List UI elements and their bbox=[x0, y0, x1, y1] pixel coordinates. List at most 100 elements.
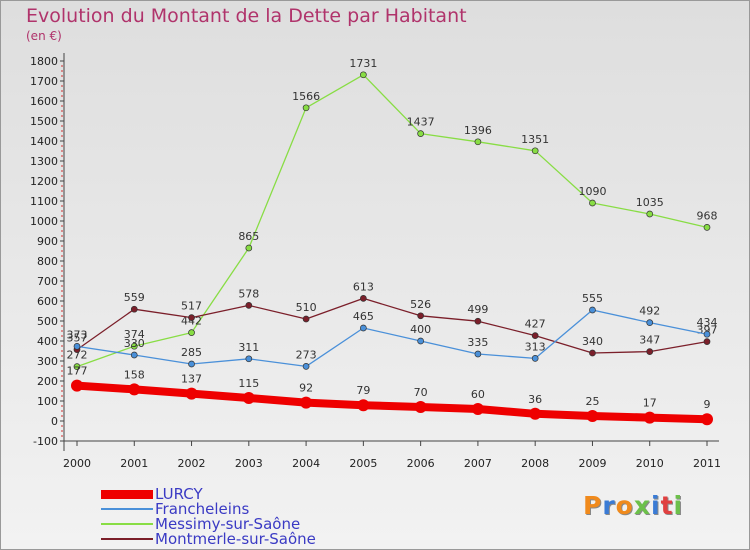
y-minor-tick bbox=[61, 190, 63, 192]
data-point bbox=[474, 138, 482, 146]
series-line bbox=[76, 309, 708, 368]
data-point bbox=[417, 312, 424, 320]
y-minor-tick bbox=[61, 185, 63, 187]
data-label: 578 bbox=[238, 287, 259, 300]
y-minor-tick bbox=[61, 165, 63, 167]
y-minor-tick bbox=[61, 270, 63, 272]
y-minor-tick bbox=[61, 225, 63, 227]
data-label: 559 bbox=[124, 291, 145, 304]
data-point bbox=[300, 396, 313, 409]
data-label: 517 bbox=[181, 300, 202, 313]
y-minor-tick bbox=[61, 210, 63, 212]
data-point bbox=[73, 363, 81, 370]
y-tick-label: 1800 bbox=[30, 55, 58, 68]
legend-label-lurcy: LURCY bbox=[155, 485, 203, 503]
y-tick-label: -100 bbox=[33, 435, 58, 448]
data-label: 434 bbox=[697, 316, 718, 329]
data-label: 1731 bbox=[349, 57, 377, 70]
y-tick-label: 1400 bbox=[30, 135, 58, 148]
y-minor-tick bbox=[61, 110, 63, 112]
data-point bbox=[646, 348, 654, 355]
data-label: 499 bbox=[467, 303, 488, 316]
legend-item-francheleins: Francheleins bbox=[101, 500, 250, 518]
y-minor-tick bbox=[61, 290, 63, 292]
y-minor-tick bbox=[61, 310, 63, 312]
data-point bbox=[589, 199, 596, 207]
legend-swatch-lurcy bbox=[101, 489, 153, 499]
x-tick-label: 2005 bbox=[349, 457, 377, 470]
y-minor-tick bbox=[61, 195, 63, 197]
data-point bbox=[360, 295, 367, 302]
data-label: 374 bbox=[124, 328, 145, 341]
data-label: 400 bbox=[410, 323, 431, 336]
x-tick-label: 2011 bbox=[693, 457, 721, 470]
data-point bbox=[128, 383, 141, 396]
y-minor-tick bbox=[61, 305, 63, 307]
data-label: 865 bbox=[238, 230, 259, 243]
data-label: 285 bbox=[181, 346, 202, 359]
data-point bbox=[531, 355, 539, 362]
data-label: 357 bbox=[67, 332, 88, 345]
data-point bbox=[531, 332, 539, 339]
data-label: 330 bbox=[124, 337, 145, 350]
data-point bbox=[589, 306, 596, 314]
data-point bbox=[302, 315, 310, 323]
y-minor-tick bbox=[61, 370, 63, 372]
legend-item-messimy: Messimy-sur-Saône bbox=[101, 515, 300, 533]
data-label: 1351 bbox=[521, 133, 549, 146]
y-minor-tick bbox=[61, 130, 63, 132]
y-tick-label: 100 bbox=[37, 395, 58, 408]
y-minor-tick bbox=[61, 205, 63, 207]
logo-letter: i bbox=[651, 491, 661, 520]
y-minor-tick bbox=[61, 350, 63, 352]
series-line bbox=[76, 297, 708, 354]
y-tick-label: 200 bbox=[37, 375, 58, 388]
y-minor-tick bbox=[61, 435, 63, 437]
y-tick-label: 1300 bbox=[30, 155, 58, 168]
y-tick-label: 1100 bbox=[30, 195, 58, 208]
data-point bbox=[245, 302, 253, 309]
data-label: 92 bbox=[299, 382, 313, 395]
y-tick-label: 300 bbox=[37, 355, 58, 368]
data-point bbox=[245, 355, 253, 363]
data-label: 555 bbox=[582, 292, 603, 305]
legend-label-montmerle: Montmerle-sur-Saône bbox=[155, 530, 316, 548]
data-label: 347 bbox=[639, 334, 660, 347]
y-tick-label: 1500 bbox=[30, 115, 58, 128]
legend-item-montmerle: Montmerle-sur-Saône bbox=[101, 530, 316, 548]
y-minor-tick bbox=[61, 215, 63, 217]
data-point bbox=[643, 411, 656, 424]
data-label: 177 bbox=[67, 365, 88, 378]
data-label: 313 bbox=[525, 340, 546, 353]
data-point bbox=[589, 349, 596, 357]
y-minor-tick bbox=[61, 365, 63, 367]
legend-swatch-montmerle bbox=[101, 538, 153, 540]
data-point bbox=[417, 337, 424, 345]
y-minor-tick bbox=[61, 385, 63, 387]
x-tick-label: 2008 bbox=[521, 457, 549, 470]
y-minor-tick bbox=[61, 325, 63, 327]
data-label: 137 bbox=[181, 373, 202, 386]
data-label: 526 bbox=[410, 298, 431, 311]
y-minor-tick bbox=[61, 125, 63, 127]
data-label: 1566 bbox=[292, 90, 320, 103]
y-tick-label: 900 bbox=[37, 235, 58, 248]
data-label: 968 bbox=[697, 209, 718, 222]
data-label: 335 bbox=[467, 336, 488, 349]
y-tick-label: 600 bbox=[37, 295, 58, 308]
data-label: 373 bbox=[67, 328, 88, 341]
data-label: 1396 bbox=[464, 124, 492, 137]
legend-label-francheleins: Francheleins bbox=[155, 500, 250, 518]
y-minor-tick bbox=[61, 345, 63, 347]
series-line bbox=[73, 381, 711, 424]
data-point bbox=[73, 343, 81, 350]
data-label: 60 bbox=[471, 388, 485, 401]
x-tick-label: 2000 bbox=[63, 457, 91, 470]
y-minor-tick bbox=[61, 65, 63, 67]
logo-letter: P bbox=[583, 491, 603, 520]
logo-letter: x bbox=[633, 491, 651, 520]
data-label: 427 bbox=[525, 318, 546, 331]
data-point bbox=[188, 329, 195, 336]
data-label: 1437 bbox=[407, 116, 435, 129]
y-minor-tick bbox=[61, 250, 63, 252]
